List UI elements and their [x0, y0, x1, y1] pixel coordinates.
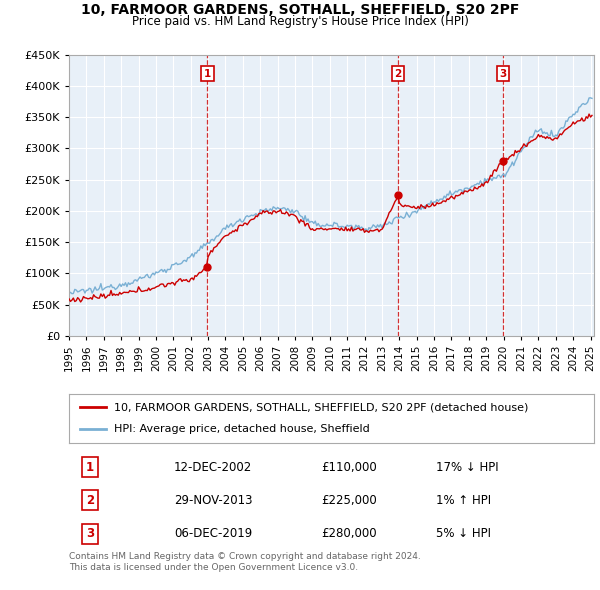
- Text: 2: 2: [394, 68, 401, 78]
- Text: £110,000: £110,000: [321, 461, 377, 474]
- Text: 3: 3: [499, 68, 506, 78]
- Text: 1: 1: [86, 461, 94, 474]
- Text: 06-DEC-2019: 06-DEC-2019: [174, 527, 252, 540]
- Text: 2: 2: [86, 494, 94, 507]
- Text: 10, FARMOOR GARDENS, SOTHALL, SHEFFIELD, S20 2PF: 10, FARMOOR GARDENS, SOTHALL, SHEFFIELD,…: [81, 3, 519, 17]
- Text: £225,000: £225,000: [321, 494, 377, 507]
- Text: 1: 1: [204, 68, 211, 78]
- Text: 5% ↓ HPI: 5% ↓ HPI: [437, 527, 491, 540]
- Text: 10, FARMOOR GARDENS, SOTHALL, SHEFFIELD, S20 2PF (detached house): 10, FARMOOR GARDENS, SOTHALL, SHEFFIELD,…: [113, 402, 528, 412]
- Text: HPI: Average price, detached house, Sheffield: HPI: Average price, detached house, Shef…: [113, 424, 370, 434]
- Text: Price paid vs. HM Land Registry's House Price Index (HPI): Price paid vs. HM Land Registry's House …: [131, 15, 469, 28]
- Text: 17% ↓ HPI: 17% ↓ HPI: [437, 461, 499, 474]
- Text: £280,000: £280,000: [321, 527, 377, 540]
- Text: 12-DEC-2002: 12-DEC-2002: [174, 461, 252, 474]
- Text: 3: 3: [86, 527, 94, 540]
- Text: Contains HM Land Registry data © Crown copyright and database right 2024.
This d: Contains HM Land Registry data © Crown c…: [69, 552, 421, 572]
- Text: 29-NOV-2013: 29-NOV-2013: [174, 494, 253, 507]
- Text: 1% ↑ HPI: 1% ↑ HPI: [437, 494, 491, 507]
